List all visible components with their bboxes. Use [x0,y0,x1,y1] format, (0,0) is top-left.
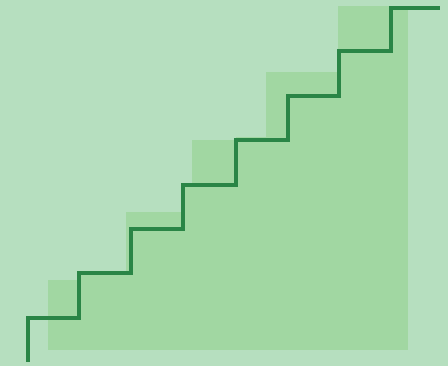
staircase-line [26,6,440,362]
staircase-fill [48,6,408,350]
